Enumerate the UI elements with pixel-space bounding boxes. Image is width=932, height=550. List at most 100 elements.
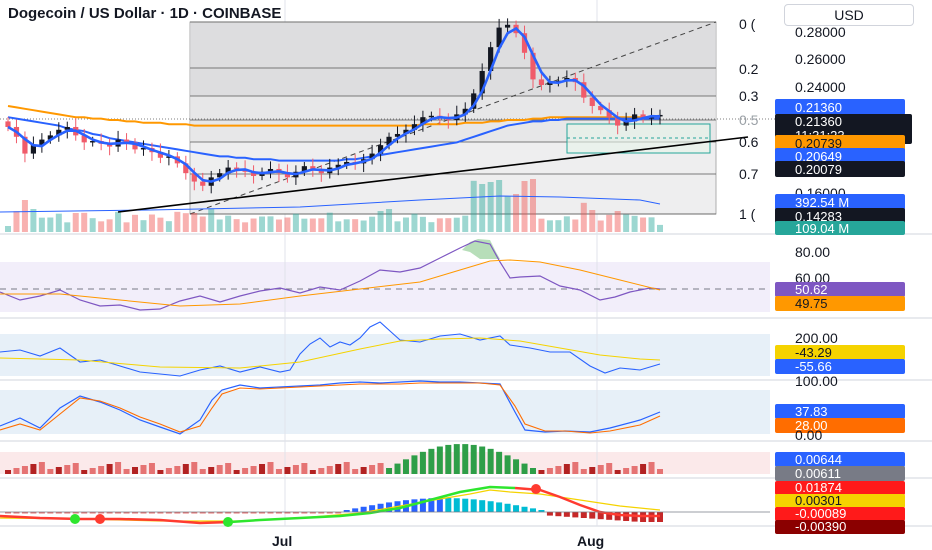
candle-body <box>335 164 341 168</box>
rsi-tag-text: 50.62 <box>795 282 828 297</box>
macd-bar <box>30 512 37 514</box>
currency-selector-button[interactable]: USD <box>784 4 914 26</box>
histogram-bar <box>487 448 494 474</box>
volume-bar <box>462 215 469 232</box>
volume-bar <box>428 222 435 232</box>
histogram-bar <box>470 444 477 474</box>
cci-tick: 200.00 <box>795 330 838 346</box>
histogram-bar <box>402 459 409 474</box>
macd-bar <box>292 512 299 514</box>
candle-body <box>191 173 197 182</box>
price-tag-text: 0.21360 <box>795 114 842 129</box>
volume-bar <box>5 226 11 232</box>
volume-bar <box>513 194 520 232</box>
candle-body <box>538 79 545 85</box>
volume-bar <box>259 216 266 232</box>
price-tag-text: 392.54 M <box>795 195 849 210</box>
macd-bar <box>55 512 62 514</box>
fib-zone-upper <box>190 22 716 96</box>
macd-bar <box>597 512 604 520</box>
price-tag-low <box>775 208 905 224</box>
rsi-ma-tag <box>775 296 905 311</box>
macd-bar <box>580 512 587 518</box>
macd-bar <box>419 498 426 512</box>
candle-body <box>90 140 96 143</box>
hist-tag-text: 0.00644 <box>795 452 842 467</box>
histogram-bar <box>182 464 189 474</box>
histogram-bar <box>648 462 655 474</box>
volume-bar <box>267 216 274 232</box>
volume-bar <box>402 217 409 232</box>
x-tick-label: Aug <box>577 533 604 549</box>
volume-bar <box>563 216 570 232</box>
macd-bar <box>233 512 240 514</box>
candle-body <box>521 33 528 53</box>
macd-hist-tag-text: -0.00089 <box>795 506 846 521</box>
candle-body <box>606 110 612 118</box>
candle-body <box>217 173 223 178</box>
histogram-bar <box>343 462 350 474</box>
price-tag-text: 0.21360 <box>795 100 842 115</box>
fib-label: 1 ( <box>739 206 756 222</box>
histogram-bar <box>292 465 299 474</box>
rsi-ma-line <box>0 259 661 307</box>
macd-bar <box>21 512 28 514</box>
candle-body <box>394 133 401 137</box>
histogram-bar <box>631 466 638 474</box>
stoch-d-line <box>0 382 661 434</box>
ascending-trendline[interactable] <box>117 136 749 213</box>
rsi-tag <box>775 282 905 297</box>
macd-cross-dot <box>223 517 233 527</box>
fib-label: 0.2 <box>739 61 759 77</box>
volume-bar <box>225 215 232 232</box>
candle-body <box>47 135 53 140</box>
histogram-bar <box>98 466 105 474</box>
candle-body <box>488 47 494 71</box>
macd-bar <box>513 505 520 512</box>
candle-body <box>267 168 274 172</box>
price-tag-blue <box>775 148 905 164</box>
histogram-bar <box>275 469 282 474</box>
macd-bar <box>89 512 96 514</box>
histogram-bar <box>513 459 520 474</box>
macd-bar <box>174 512 181 514</box>
histogram-bar <box>165 468 172 474</box>
stoch-k-tag <box>775 404 905 419</box>
volume-bar <box>132 214 139 232</box>
histogram-bar <box>225 463 232 474</box>
candle-body <box>640 114 646 119</box>
volume-bar <box>89 218 96 232</box>
volume-bar <box>572 219 579 232</box>
histogram-bar <box>386 468 393 474</box>
macd-bar <box>386 502 393 512</box>
macd-bar <box>453 498 460 512</box>
volume-bar <box>521 181 528 232</box>
macd-bar <box>301 512 308 514</box>
volume-bar <box>81 212 88 232</box>
histogram-bar <box>148 463 155 474</box>
histogram-bar <box>38 462 45 474</box>
macd-bar <box>614 512 621 521</box>
candle-body <box>615 117 621 126</box>
macd-bar <box>504 503 511 512</box>
rsi-pane-band <box>0 262 770 312</box>
fib-label: 0.3 <box>739 88 759 104</box>
y-tick-label: 0.26000 <box>795 51 846 67</box>
macd-bar <box>563 512 570 517</box>
fib-labels: 0 ( 0.2 0.3 0.5 0.6 0.7 1 ( <box>739 16 759 222</box>
range-rectangle[interactable] <box>566 123 711 154</box>
histogram-bar <box>132 467 139 474</box>
macd-tag <box>775 481 905 495</box>
volume-bar <box>529 179 536 232</box>
macd-bar <box>123 512 130 514</box>
volume-bar <box>191 213 198 232</box>
histogram-bar <box>233 470 240 474</box>
fib-label: 0.6 <box>739 134 759 150</box>
candle-body <box>344 161 350 165</box>
macd-bar <box>115 512 122 514</box>
volume-bar <box>30 209 37 232</box>
rsi-pane <box>0 239 770 311</box>
price-tag-volume <box>775 221 905 235</box>
macd-cross-dot <box>531 484 541 494</box>
